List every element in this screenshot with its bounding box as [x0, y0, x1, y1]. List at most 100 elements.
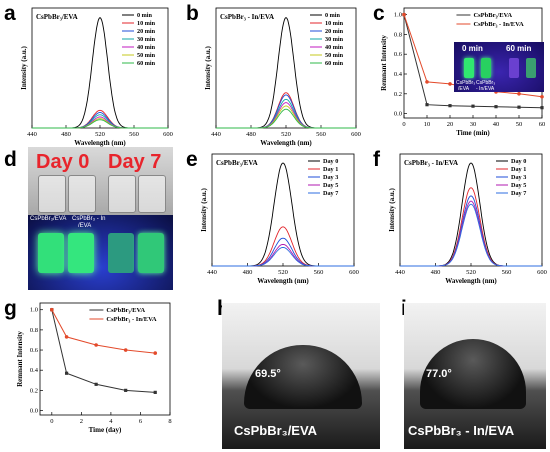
c-xtick-label-5: 50	[516, 121, 523, 128]
a-title: CsPbBr₃/EVA	[36, 13, 78, 21]
e-legend-label-1: Day 1	[323, 166, 338, 173]
c-inset-vial2b-label: - In/EVA	[476, 86, 495, 92]
d-vial-uv-4	[138, 233, 164, 273]
c-inset-vial-1	[464, 58, 474, 78]
b-legend-label-6: 60 min	[325, 60, 344, 67]
d-vial-top-2	[68, 175, 96, 213]
c-ytick-label-4: 0.8	[394, 31, 402, 38]
g-point-1-1	[64, 335, 69, 339]
h-angle-label: 69.5°	[255, 368, 281, 380]
g-point-1-4	[153, 351, 158, 355]
b-xlabel: Wavelength (nm)	[260, 139, 312, 147]
c-xtick-label-0: 0	[402, 121, 405, 128]
c-point-1-2	[448, 82, 452, 86]
f-title: CsPbBr₃ - In/EVA	[404, 159, 458, 167]
g-point-1-2	[94, 343, 98, 347]
g-xtick-label-1: 2	[80, 418, 83, 425]
g-point-0-2	[94, 382, 98, 386]
c-xtick-label-3: 30	[470, 121, 477, 128]
c-inset-0min: 0 min	[462, 44, 483, 53]
g-xlabel: Time (day)	[89, 426, 122, 434]
c-point-0-1	[425, 103, 429, 107]
d-vial-uv-3	[108, 233, 134, 273]
a-xtick-label-2: 520	[95, 131, 105, 138]
panel-letter-b: b	[186, 2, 199, 25]
c-point-0-5	[517, 105, 521, 109]
a-ylabel: Intensity (a.u.)	[20, 45, 28, 89]
c-point-1-6	[540, 94, 544, 99]
panel-letter-a: a	[4, 2, 16, 25]
e-xtick-label-2: 520	[278, 269, 288, 276]
a-legend-label-2: 20 min	[137, 28, 156, 35]
b-title: CsPbBr₃ - In/EVA	[220, 13, 274, 21]
b-series-line-4	[216, 102, 356, 129]
e-series-line-4	[212, 247, 354, 267]
panel-letter-i: i	[401, 297, 407, 321]
a-xtick-label-1: 480	[61, 131, 71, 138]
g-ytick-label-2: 0.4	[30, 367, 39, 374]
c-inset-vial1-label: CsPbBr₃	[456, 80, 476, 86]
b-series-line-2	[216, 94, 356, 129]
f-legend-label-2: Day 3	[511, 174, 526, 181]
f-xtick-label-1: 480	[431, 269, 441, 276]
c-point-0-4	[494, 105, 498, 109]
e-xtick-label-3: 560	[314, 269, 324, 276]
g-legend-label-0: CsPbBr₃/EVA	[106, 307, 145, 314]
a-legend-label-5: 50 min	[137, 52, 156, 59]
e-xtick-label-0: 440	[207, 269, 217, 276]
a-xlabel: Wavelength (nm)	[74, 139, 126, 147]
f-xtick-label-4: 600	[537, 269, 547, 276]
c-inset-vial-3	[509, 58, 519, 78]
c-point-1-1	[425, 80, 429, 84]
f-legend-label-0: Day 0	[511, 158, 526, 165]
panel-letter-c: c	[373, 2, 385, 25]
e-legend-label-4: Day 7	[323, 190, 338, 197]
e-xtick-label-1: 480	[243, 269, 253, 276]
c-inset-vial-2	[481, 58, 491, 78]
b-series-line-6	[216, 108, 356, 129]
a-legend-label-1: 10 min	[137, 20, 156, 27]
b-legend-label-1: 10 min	[325, 20, 344, 27]
d-day0-label: Day 0	[36, 151, 90, 173]
g-ytick-label-4: 0.8	[30, 327, 38, 334]
f-xlabel: Wavelength (nm)	[445, 277, 497, 285]
e-series-line-2	[212, 237, 354, 267]
c-point-0-3	[471, 104, 475, 108]
c-inset-photo: 0 min 60 min CsPbBr₃ /EVA CsPbBr₃ - In/E…	[454, 42, 544, 92]
g-point-0-3	[124, 388, 128, 392]
e-ylabel: Intensity (a.u.)	[200, 187, 208, 231]
c-ylabel: Remnant Intensity	[380, 35, 388, 91]
f-series-line-2	[400, 195, 542, 267]
c-ytick-label-0: 0.0	[394, 111, 402, 118]
g-xtick-label-3: 6	[139, 418, 143, 425]
d-day7-label: Day 7	[108, 151, 162, 173]
i-caption: CsPbBr₃ - In/EVA	[408, 423, 515, 438]
e-xtick-label-4: 600	[349, 269, 359, 276]
d-vial-right-label-2: /EVA	[78, 223, 92, 229]
f-series-line-3	[400, 200, 542, 267]
b-ylabel: Intensity (a.u.)	[204, 45, 212, 89]
g-point-0-4	[153, 390, 157, 394]
a-xtick-label-0: 440	[27, 131, 37, 138]
c-ytick-label-2: 0.4	[394, 71, 403, 78]
e-xlabel: Wavelength (nm)	[257, 277, 309, 285]
a-legend-label-3: 30 min	[137, 36, 156, 43]
f-series-line-1	[400, 187, 542, 267]
b-series-line-3	[216, 98, 356, 129]
c-xtick-label-2: 20	[447, 121, 454, 128]
a-xtick-label-3: 560	[129, 131, 139, 138]
b-xtick-label-1: 480	[246, 131, 256, 138]
g-ylabel: Remnant Intensity	[16, 331, 24, 387]
c-ytick-label-5: 1.0	[394, 12, 402, 19]
e-legend-label-3: Day 5	[323, 182, 338, 189]
a-series-line-6	[32, 119, 168, 129]
b-legend-label-5: 50 min	[325, 52, 344, 59]
a-legend-label-0: 0 min	[137, 12, 153, 19]
b-legend-label-3: 30 min	[325, 36, 344, 43]
b-legend-label-2: 20 min	[325, 28, 344, 35]
f-legend-label-3: Day 5	[511, 182, 526, 189]
e-legend-label-2: Day 3	[323, 174, 338, 181]
g-ytick-label-5: 1.0	[30, 307, 38, 314]
g-plot-frame	[39, 302, 171, 416]
g-xtick-label-2: 4	[109, 418, 113, 425]
